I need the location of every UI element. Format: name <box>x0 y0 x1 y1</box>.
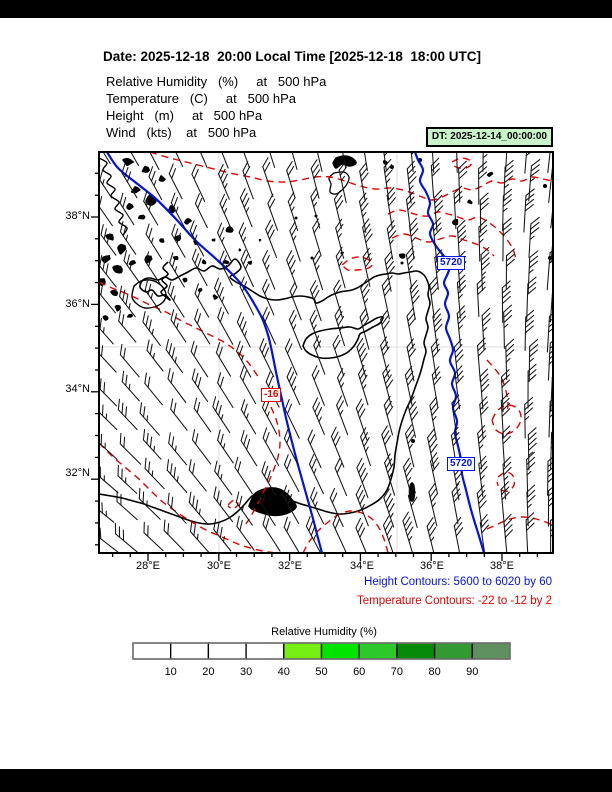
lat-tick-34n: 34°N <box>65 383 90 395</box>
lon-tick-30e: 30°E <box>207 560 231 572</box>
colorbar-title: Relative Humidity (%) <box>271 626 377 638</box>
colorbar-tick: 80 <box>428 666 441 678</box>
height-contour-label-lower: 5720 <box>447 457 476 471</box>
data-time-badge: DT: 2025-12-14_00:00:00 <box>425 127 553 147</box>
temp-contour-label: -16 <box>261 388 282 402</box>
wind-barbs-layer <box>100 153 552 552</box>
top-letterbox-bar <box>0 0 612 18</box>
lon-tick-32e: 32°E <box>278 560 302 572</box>
temperature-contours-layer <box>100 153 552 552</box>
lon-tick-38e: 38°E <box>490 560 514 572</box>
field-line-wind: Wind (kts) at 500 hPa <box>106 125 257 140</box>
map-frame <box>98 151 554 554</box>
lon-tick-34e: 34°E <box>350 560 374 572</box>
map-layers <box>100 153 552 552</box>
lat-tick-36n: 36°N <box>65 298 90 310</box>
field-line-relative-humidity: Relative Humidity (%) at 500 hPa <box>106 74 327 89</box>
colorbar <box>132 642 511 660</box>
colorbar-tick: 20 <box>202 666 215 678</box>
colorbar-tick: 30 <box>239 666 253 678</box>
field-line-temperature: Temperature (C) at 500 hPa <box>106 91 297 106</box>
colorbar-tick: 70 <box>390 666 404 678</box>
date-title: Date: 2025-12-18 20:00 Local Time [2025-… <box>103 49 481 64</box>
height-contours-legend: Height Contours: 5600 to 6020 by 60 <box>364 576 552 588</box>
colorbar-tick: 90 <box>466 666 479 678</box>
islands-layer <box>100 158 552 443</box>
lon-tick-28e: 28°E <box>136 560 160 572</box>
lat-tick-38n: 38°N <box>65 210 90 222</box>
field-line-height: Height (m) at 500 hPa <box>106 108 263 123</box>
axis-ticks <box>91 172 539 561</box>
colorbar-tick: 10 <box>164 666 177 678</box>
lat-tick-32n: 32°N <box>65 467 90 479</box>
colorbar-tick: 50 <box>315 666 328 678</box>
lon-tick-36e: 36°E <box>420 560 444 572</box>
temperature-contours-legend: Temperature Contours: -22 to -12 by 2 <box>357 595 552 607</box>
height-contour-label-upper: 5720 <box>437 256 466 270</box>
colorbar-tick: 40 <box>277 666 290 678</box>
colorbar-tick: 60 <box>353 666 366 678</box>
bottom-letterbox-bar <box>0 769 612 792</box>
